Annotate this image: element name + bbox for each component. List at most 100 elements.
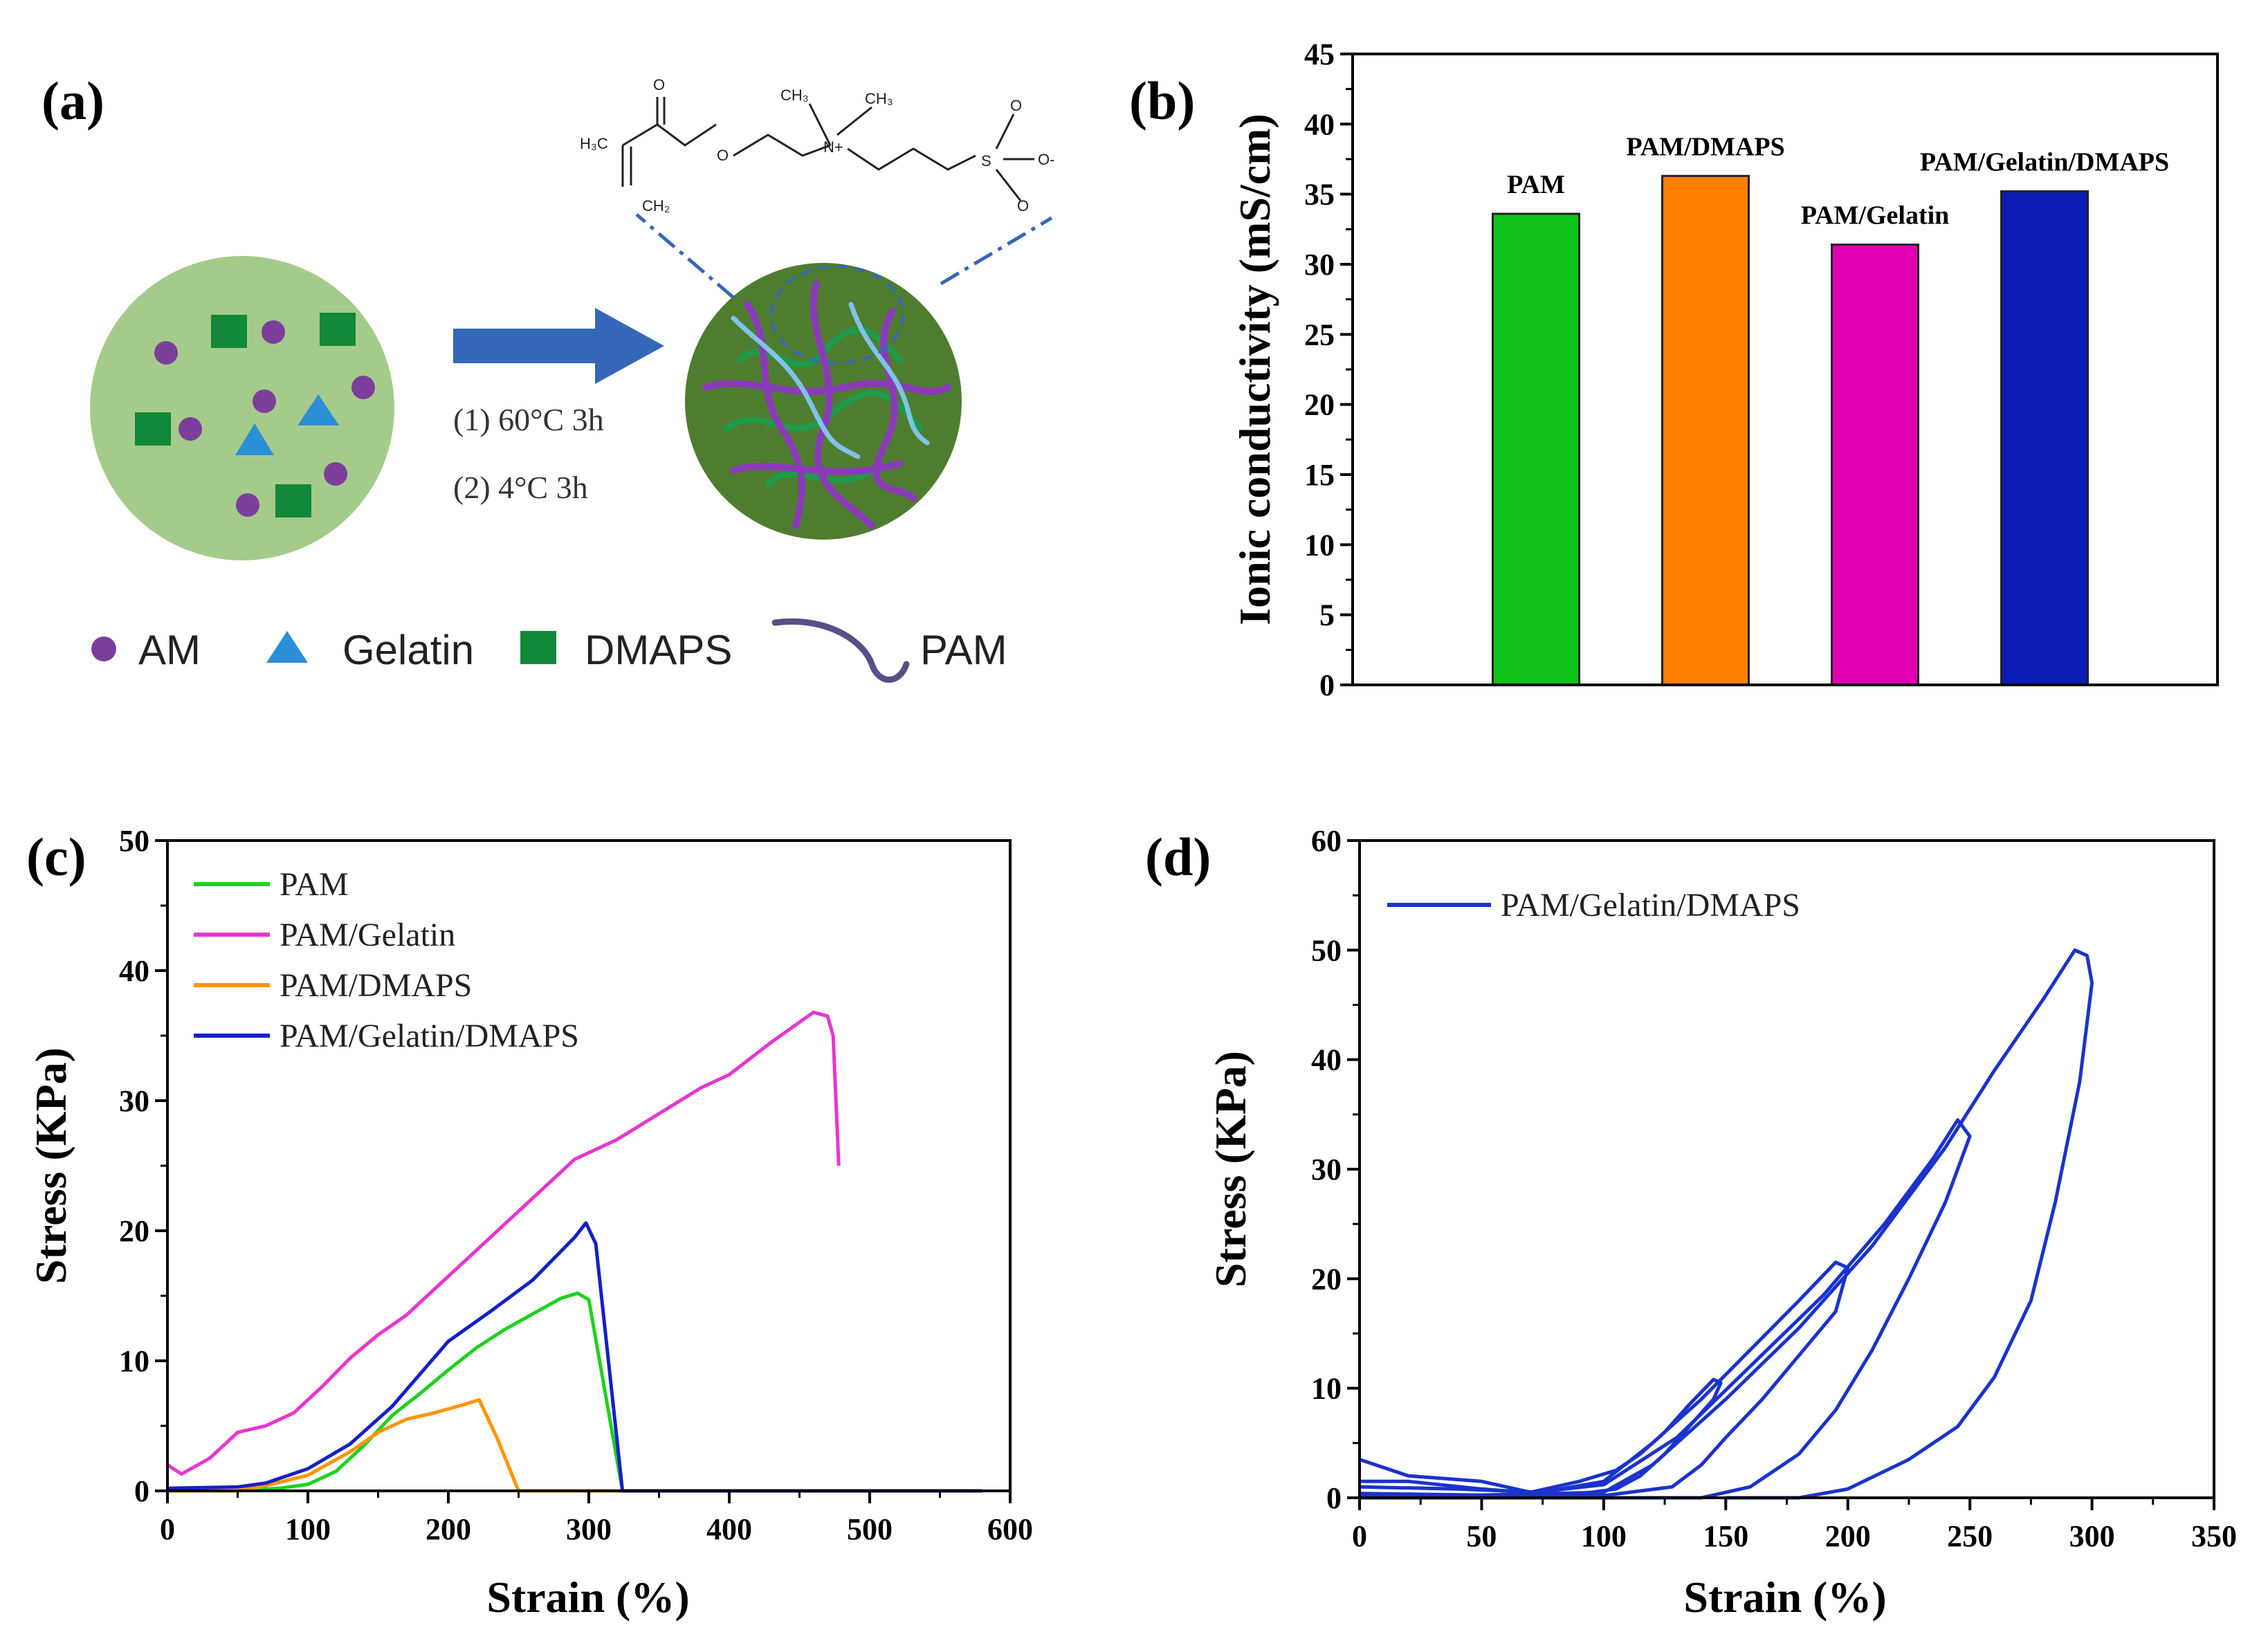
zoom-highlight-ellipse	[770, 265, 904, 365]
series-line-pam-gelatin-dmaps-cycle-3	[1359, 1118, 1972, 1500]
series-line-pam-gelatin	[166, 1010, 841, 1476]
bar-label-pam: PAM	[1507, 170, 1565, 199]
x-axis-title: Strain (%)	[1683, 1573, 1886, 1622]
y-tick-label: 50	[119, 824, 149, 858]
x-tick-label: 0	[160, 1512, 175, 1546]
am-dot	[154, 341, 178, 365]
schematic-legend: AM Gelatin DMAPS PAM	[91, 618, 1007, 683]
gelatin-triangle	[235, 423, 274, 455]
y-ticks: 0 5 10 15 20 25 30 35 40 45	[1304, 37, 1353, 702]
x-tick-label: 250	[1947, 1519, 1993, 1553]
y-ticks: 0 10 20 30 40 50 60	[1311, 824, 1360, 1515]
y-tick-label: 30	[1311, 1153, 1342, 1186]
series-line-pam-gelatin-dmaps-cycle-4	[1359, 948, 2094, 1500]
x-tick-label: 200	[1825, 1519, 1871, 1553]
legend-label-pam: PAM	[280, 866, 349, 903]
bar-label-pam-gelatin: PAM/Gelatin	[1801, 201, 1950, 230]
ethyl-chain	[733, 134, 831, 157]
atom-ch3-b: CH₃	[865, 90, 893, 107]
y-tick-label: 25	[1304, 318, 1335, 351]
x-tick-label: 100	[285, 1512, 331, 1546]
y-ticks: 0 10 20 30 40 50	[119, 824, 167, 1508]
series-lines	[166, 1010, 982, 1493]
atom-n-plus: N+	[823, 138, 843, 156]
atom-o-sulfonate-2: O	[1017, 197, 1029, 214]
y-tick-label: 10	[1304, 528, 1335, 562]
am-dot	[236, 493, 259, 517]
atom-o-sulfonate-1: O	[1010, 97, 1022, 114]
legend-label-pam-gelatin-dmaps: PAM/Gelatin/DMAPS	[1501, 887, 1800, 924]
zoom-line-left	[635, 213, 735, 299]
dmaps-monomer-structure	[621, 97, 1034, 201]
propyl-chain	[847, 147, 976, 171]
panel-d-label: (d)	[1145, 827, 1211, 887]
atom-o-carbonyl: O	[653, 76, 665, 93]
series-line-pam-dmaps	[167, 1397, 631, 1493]
atom-s: S	[981, 152, 991, 169]
legend-gelatin-label: Gelatin	[342, 627, 474, 673]
atom-ch2: CH₂	[642, 197, 670, 214]
bar-labels: PAM PAM/DMAPS PAM/Gelatin PAM/Gelatin/DMAPS	[1507, 132, 2169, 230]
y-tick-label: 30	[119, 1084, 149, 1118]
y-tick-label: 20	[1311, 1262, 1342, 1296]
am-dot	[324, 462, 347, 486]
bar-label-pam-gelatin-dmaps: PAM/Gelatin/DMAPS	[1920, 148, 2169, 177]
y-tick-label: 40	[119, 954, 149, 988]
panel-d-line-chart: (d) 0 50 100 150 200 250 300 350 0102030405060 …	[1145, 824, 2237, 1622]
x-tick-label: 300	[2069, 1519, 2115, 1553]
y-tick-label: 0	[1319, 668, 1335, 702]
x-tick-label: 100	[1581, 1519, 1627, 1553]
panel-a-schematic: (a) H₃C O O CH₃ CH₃ N+ O O O- S CH₂	[42, 71, 1054, 683]
series-lines	[1359, 948, 2094, 1500]
legend-label-pam-gelatin: PAM/Gelatin	[280, 917, 455, 953]
y-tick-label: 15	[1304, 458, 1335, 492]
gelatin-triangle	[298, 394, 339, 425]
y-axis-title: Ionic conductivity (mS/cm)	[1230, 113, 1279, 625]
series-line-pam-gelatin-dmaps	[167, 1221, 982, 1493]
backbone-bond-left	[622, 123, 717, 147]
solution-contents	[135, 313, 375, 517]
y-tick-label: 5	[1319, 598, 1335, 632]
legend: PAM PAM/Gelatin PAM/DMAPS PAM/Gelatin/DMAPS	[194, 866, 579, 1054]
series-line-pam	[167, 1291, 842, 1493]
x-tick-label: 600	[987, 1512, 1033, 1546]
x-tick-label: 200	[426, 1512, 471, 1546]
panel-b-bar-chart: (b) PAM PAM/DMAPS PAM/Gelatin PAM/Gelatin/D…	[1129, 37, 2219, 702]
y-tick-label: 10	[1311, 1372, 1342, 1406]
y-tick-label: 10	[119, 1344, 149, 1378]
x-ticks: 0 50 100 150 200 250 300 350	[1352, 1498, 2237, 1553]
legend-pam-curve	[771, 618, 910, 683]
y-axis-title: Stress (KPa)	[26, 1047, 75, 1284]
y-tick-label: 0	[1326, 1481, 1342, 1515]
legend: PAM/Gelatin/DMAPS	[1387, 887, 1800, 924]
bar-pam-gelatin	[1831, 244, 1919, 686]
legend-label-pam-dmaps: PAM/DMAPS	[280, 967, 472, 1004]
x-tick-label: 500	[847, 1512, 893, 1546]
monomer-solution-circle	[90, 256, 394, 560]
y-tick-label: 20	[1304, 388, 1335, 422]
legend-pam-label: PAM	[920, 627, 1007, 673]
legend-am-label: AM	[138, 627, 201, 673]
am-dot	[351, 376, 375, 399]
y-tick-label: 50	[1311, 933, 1342, 967]
condition-step-2: (2) 4°C 3h	[453, 470, 588, 505]
methyl-bond-2	[836, 106, 872, 136]
polymer-network	[702, 280, 951, 529]
bar-pam-dmaps	[1661, 174, 1750, 686]
atom-o-ester: O	[717, 147, 729, 164]
y-tick-label: 35	[1304, 178, 1335, 212]
bar-pam-gelatin-dmaps	[2000, 190, 2089, 686]
x-tick-label: 400	[706, 1512, 752, 1546]
y-tick-label: 0	[134, 1474, 149, 1508]
x-ticks: 0 100 200 300 400 500 600	[160, 1491, 1033, 1546]
dmaps-square	[211, 315, 247, 348]
legend-dmaps-marker	[520, 631, 556, 664]
y-tick-label: 45	[1304, 37, 1335, 71]
methyl-bond-1	[808, 103, 832, 146]
legend-am-marker	[91, 636, 116, 661]
x-axis-title: Strain (%)	[486, 1573, 689, 1622]
bar-label-pam-dmaps: PAM/DMAPS	[1626, 132, 1784, 161]
